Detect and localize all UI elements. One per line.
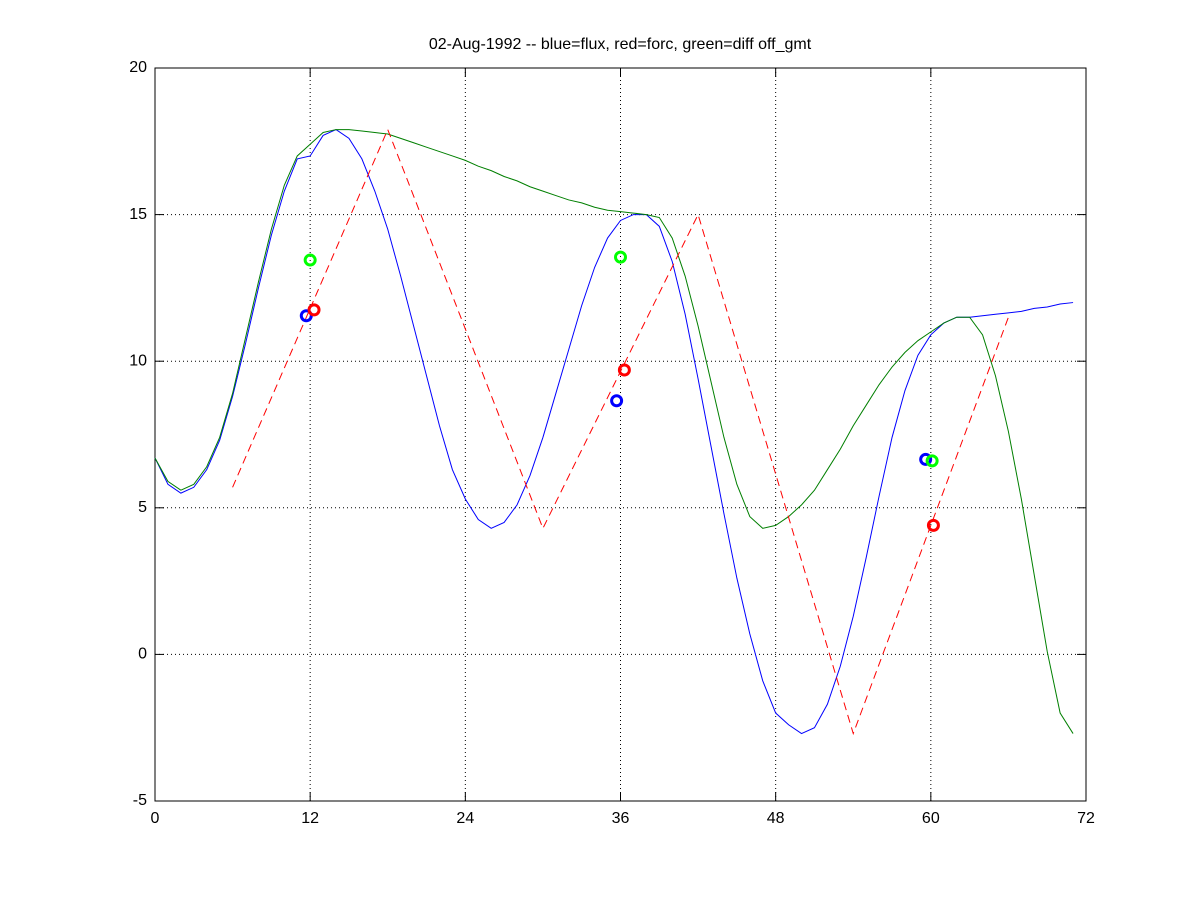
x-tick-label: 0 [151,810,160,827]
marker [617,363,631,377]
y-tick-label: 20 [129,59,147,76]
y-tick-label: 5 [138,499,147,516]
marker [303,253,317,267]
marker [610,394,624,408]
series-line [154,129,1074,735]
x-tick-label: 12 [301,810,319,827]
x-tick-label: 60 [922,810,940,827]
marker [614,250,627,264]
y-tick-label: 15 [129,206,147,223]
x-tick-label: 48 [767,810,785,827]
y-tick-label: 0 [138,646,147,663]
chart-title: 02-Aug-1992 -- blue=flux, red=forc, gree… [429,36,812,53]
marker [307,303,321,317]
y-tick-label: -5 [133,792,147,809]
y-tick-label: 10 [129,352,147,369]
plot-frame [154,67,1087,802]
marker [925,454,939,468]
x-tick-label: 36 [612,810,630,827]
marker [919,452,933,466]
x-tick-label: 72 [1077,810,1095,827]
x-tick-label: 24 [456,810,474,827]
marker [926,518,940,532]
series-line [154,129,1074,734]
